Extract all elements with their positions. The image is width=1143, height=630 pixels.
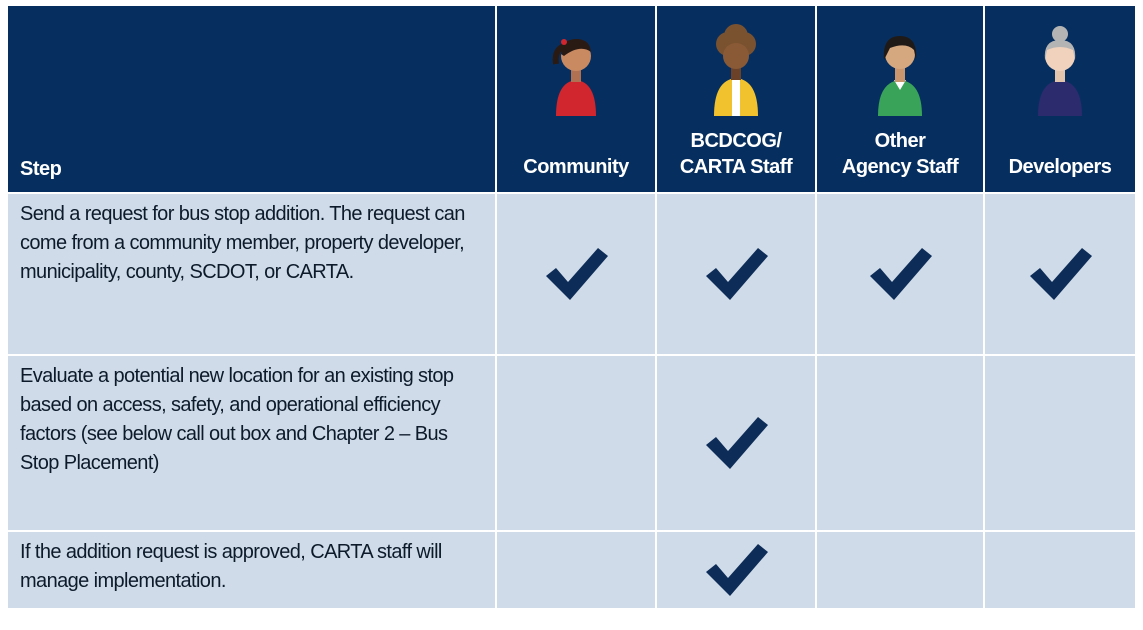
table: Step Community BCDCOG/ CARTA Staff Other…: [8, 6, 1135, 608]
check-cell: [985, 194, 1135, 354]
header-label: BCDCOG/ CARTA Staff: [679, 130, 793, 178]
header-cell: Community: [497, 6, 655, 192]
checkmark: [546, 248, 608, 300]
header-cell: Developers: [985, 6, 1135, 192]
check-cell: [497, 356, 655, 530]
check-cell: [985, 356, 1135, 530]
check-cell: [657, 356, 815, 530]
check-cell: [817, 532, 983, 608]
check-cell: [497, 194, 655, 354]
checkmark: [706, 248, 768, 300]
checkmark: [1030, 248, 1092, 300]
check-cell: [817, 356, 983, 530]
checkmark: [870, 248, 932, 300]
header-cell: Step: [8, 6, 495, 192]
check-cell: [497, 532, 655, 608]
check-cell: [817, 194, 983, 354]
header-label: Developers: [1008, 156, 1112, 178]
step-cell: If the addition request is approved, CAR…: [8, 532, 495, 608]
check-cell: [657, 194, 815, 354]
step-cell: Send a request for bus stop addition. Th…: [8, 194, 495, 354]
header-label: Step: [20, 158, 62, 180]
check-cell: [657, 532, 815, 608]
step-cell: Evaluate a potential new location for an…: [8, 356, 495, 530]
checkmark: [706, 544, 768, 596]
avatar: [714, 24, 758, 116]
avatar: [878, 36, 922, 116]
avatar: [1038, 26, 1082, 116]
header-cell: BCDCOG/ CARTA Staff: [657, 6, 815, 192]
check-cell: [985, 532, 1135, 608]
header-label: Other Agency Staff: [841, 130, 959, 178]
checkmark: [706, 417, 768, 469]
header-label: Community: [523, 156, 629, 178]
header-cell: Other Agency Staff: [817, 6, 983, 192]
avatar: [552, 38, 596, 116]
